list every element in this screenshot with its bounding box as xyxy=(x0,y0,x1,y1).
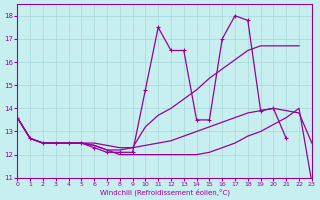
X-axis label: Windchill (Refroidissement éolien,°C): Windchill (Refroidissement éolien,°C) xyxy=(100,188,229,196)
